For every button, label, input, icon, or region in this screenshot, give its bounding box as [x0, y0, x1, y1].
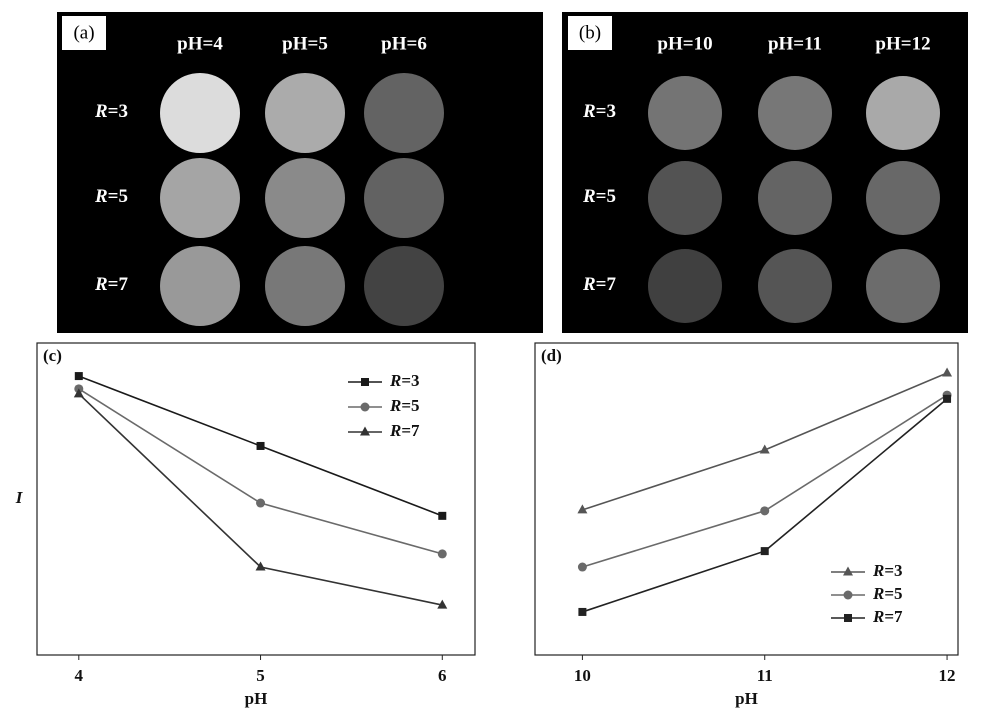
- figure: (a) pH=4 pH=5 pH=6 R=3 R=5 R=7 (b) pH=10 pH=11 pH=…: [0, 0, 985, 710]
- column-header: pH=4: [177, 33, 223, 54]
- marker: [438, 549, 447, 558]
- sample-disc: [265, 158, 345, 238]
- x-axis-label: pH: [245, 689, 268, 708]
- legend-marker: [360, 427, 370, 436]
- row-label: R=3: [94, 101, 128, 122]
- legend-label: R=7: [872, 607, 903, 626]
- x-tick-label: 12: [939, 666, 956, 685]
- marker: [257, 442, 265, 450]
- legend-label: R=3: [872, 561, 903, 580]
- sample-disc: [160, 73, 240, 153]
- legend-marker: [361, 378, 369, 386]
- row-label: R=3: [582, 101, 616, 122]
- x-tick-label: 5: [256, 666, 265, 685]
- sample-disc: [265, 73, 345, 153]
- marker: [578, 563, 587, 572]
- marker: [578, 608, 586, 616]
- column-header: pH=12: [875, 33, 930, 54]
- sample-disc: [866, 249, 940, 323]
- sample-disc: [265, 246, 345, 326]
- legend-label: R=5: [389, 396, 420, 415]
- series-line: [79, 389, 442, 554]
- row-label: R=7: [94, 274, 129, 295]
- marker: [760, 506, 769, 515]
- row-label: R=5: [582, 186, 616, 207]
- x-axis-label: pH: [735, 689, 758, 708]
- sample-disc: [758, 161, 832, 235]
- series-line: [582, 373, 947, 510]
- page: {"image_panels": [ {"label": "(a)", "col…: [0, 0, 985, 710]
- y-axis-label: I: [15, 488, 24, 507]
- x-tick-label: 6: [438, 666, 447, 685]
- column-header: pH=11: [768, 33, 822, 54]
- sample-disc: [648, 76, 722, 150]
- sample-disc: [160, 246, 240, 326]
- legend-marker: [844, 614, 852, 622]
- row-label: R=7: [582, 274, 617, 295]
- legend-marker: [843, 567, 853, 576]
- x-tick-label: 10: [574, 666, 591, 685]
- marker: [438, 512, 446, 520]
- marker: [75, 372, 83, 380]
- marker: [943, 395, 951, 403]
- sample-disc: [160, 158, 240, 238]
- panel-label: (d): [541, 346, 562, 365]
- sample-disc: [758, 249, 832, 323]
- legend-marker: [361, 403, 370, 412]
- column-header: pH=5: [282, 33, 328, 54]
- row-label: R=5: [94, 186, 128, 207]
- marker: [942, 367, 952, 376]
- panel-label: (b): [579, 22, 601, 43]
- sample-disc: [866, 161, 940, 235]
- sample-disc: [364, 158, 444, 238]
- column-header: pH=10: [657, 33, 712, 54]
- legend-marker: [844, 591, 853, 600]
- x-tick-label: 4: [75, 666, 84, 685]
- legend-label: R=3: [389, 371, 420, 390]
- sample-disc: [648, 249, 722, 323]
- series-line: [582, 399, 947, 612]
- series-line: [582, 395, 947, 567]
- panel-label: (c): [43, 346, 62, 365]
- marker: [256, 499, 265, 508]
- sample-disc: [364, 73, 444, 153]
- sample-disc: [866, 76, 940, 150]
- panel-label: (a): [73, 22, 94, 43]
- x-tick-label: 11: [757, 666, 773, 685]
- sample-disc: [758, 76, 832, 150]
- legend-label: R=5: [872, 584, 903, 603]
- legend-label: R=7: [389, 421, 420, 440]
- sample-disc: [364, 246, 444, 326]
- sample-disc: [648, 161, 722, 235]
- column-header: pH=6: [381, 33, 427, 54]
- marker: [761, 547, 769, 555]
